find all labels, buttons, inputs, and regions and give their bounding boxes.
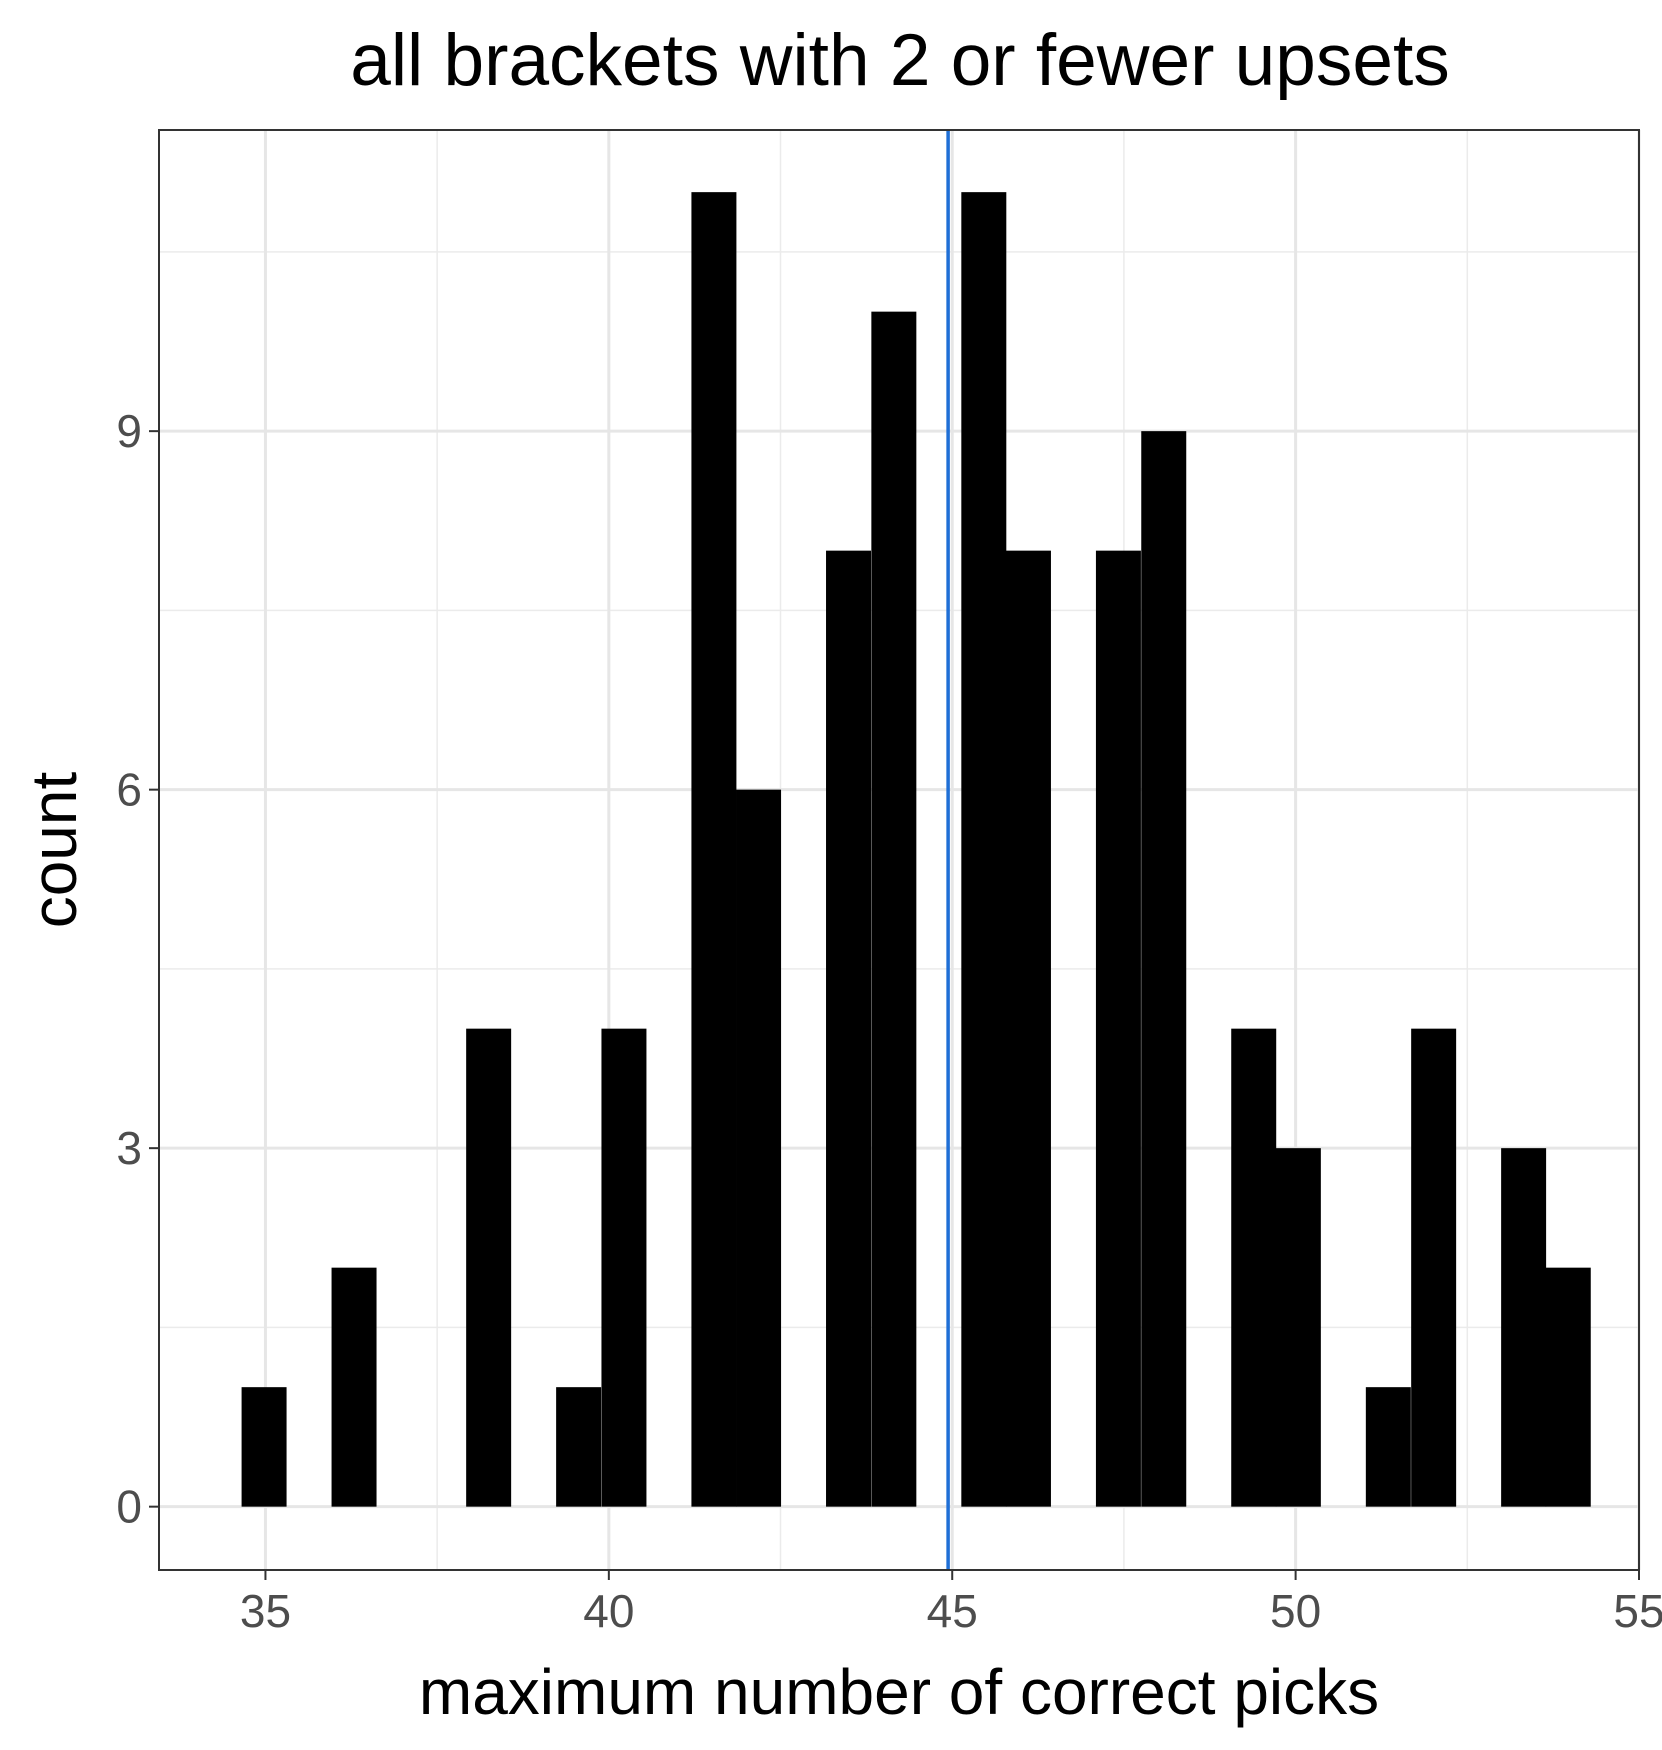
y-tick-label: 3 <box>116 1122 142 1174</box>
x-axis: 35 40 45 50 55 <box>240 1570 1662 1637</box>
histogram-bar <box>871 311 917 1507</box>
plot-panel-border <box>158 129 1640 1571</box>
histogram-bar <box>1275 1148 1321 1507</box>
histogram-bar <box>1141 431 1187 1507</box>
histogram-bar <box>691 192 737 1507</box>
chart-title: all brackets with 2 or fewer upsets <box>350 20 1450 101</box>
histogram-bar <box>331 1267 377 1507</box>
histogram-bar <box>601 1028 647 1507</box>
y-axis-title: count <box>18 772 90 929</box>
histogram-bar <box>1005 550 1051 1507</box>
x-tick-label: 40 <box>583 1585 634 1637</box>
histogram-bar <box>736 789 782 1507</box>
histogram-bar <box>1095 550 1141 1507</box>
x-tick-label: 45 <box>927 1585 978 1637</box>
x-tick-label: 55 <box>1613 1585 1662 1637</box>
histogram-bars <box>241 192 1591 1507</box>
x-tick-label: 35 <box>240 1585 291 1637</box>
histogram-bar <box>826 550 872 1507</box>
x-axis-title: maximum number of correct picks <box>419 1656 1379 1728</box>
histogram-bar <box>1545 1267 1591 1507</box>
histogram-bar <box>1411 1028 1457 1507</box>
histogram-bar <box>241 1387 287 1507</box>
histogram-bar <box>556 1387 602 1507</box>
y-tick-label: 6 <box>116 764 142 816</box>
histogram-bar <box>1501 1148 1547 1507</box>
histogram-bar <box>961 192 1007 1507</box>
histogram-bar <box>1365 1387 1411 1507</box>
histogram-bar <box>1231 1028 1277 1507</box>
y-axis: 0 3 6 9 <box>116 405 159 1533</box>
x-tick-label: 50 <box>1270 1585 1321 1637</box>
y-tick-label: 0 <box>116 1481 142 1533</box>
histogram-bar <box>466 1028 512 1507</box>
y-tick-label: 9 <box>116 405 142 457</box>
